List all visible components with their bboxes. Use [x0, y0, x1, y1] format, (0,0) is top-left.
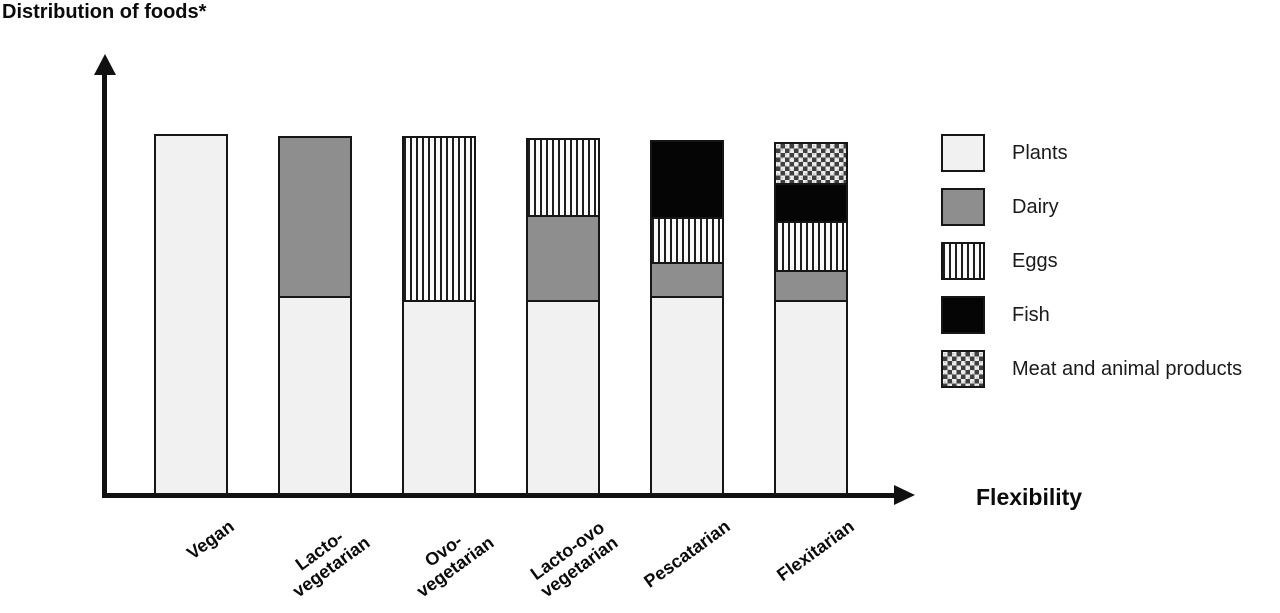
y-axis-arrowhead-icon [93, 54, 116, 75]
x-axis-title: Flexibility [976, 484, 1083, 510]
x-tick-label-text: Ovo- vegetarian [412, 530, 498, 602]
x-tick-label-text: Lacto- vegetarian [288, 526, 374, 602]
legend-label-plants: Plants [1012, 141, 1068, 164]
x-axis-arrowhead-icon [894, 485, 915, 505]
bar-lacto-ovo-vegetarian [526, 138, 600, 495]
segment-eggs [774, 221, 848, 272]
legend-label-fish: Fish [1012, 303, 1050, 326]
segment-dairy [278, 136, 352, 298]
legend-item-eggs: Eggs [941, 242, 1242, 280]
x-tick-vegan: Vegan [16, 516, 238, 613]
bar-vegan [154, 134, 228, 495]
bar-pescatarian [650, 140, 724, 495]
x-axis-line [102, 493, 898, 498]
segment-meat-and-animal-products [774, 142, 848, 185]
chart-title: Distribution of foods* [2, 1, 207, 23]
bar-flexitarian [774, 142, 848, 495]
segment-fish [774, 183, 848, 223]
legend-swatch-dairy [941, 188, 985, 226]
legend-item-dairy: Dairy [941, 188, 1242, 226]
legend-swatch-meat-and-animal-products [941, 350, 985, 388]
segment-plants [278, 296, 352, 495]
segment-eggs [402, 136, 476, 302]
bars-area [154, 134, 848, 495]
legend-item-meat-and-animal-products: Meat and animal products [941, 350, 1242, 388]
legend-label-dairy: Dairy [1012, 195, 1059, 218]
legend-item-fish: Fish [941, 296, 1242, 334]
legend: Plants Dairy Eggs Fish Meat and animal produ… [941, 134, 1242, 404]
segment-eggs [650, 217, 724, 264]
legend-label-meat-and-animal-products: Meat and animal products [1012, 357, 1243, 380]
legend-swatch-fish [941, 296, 985, 334]
segment-dairy [774, 270, 848, 302]
x-tick-label-text: Vegan [183, 516, 238, 564]
x-tick-label-text: Flexitarian [773, 516, 858, 586]
segment-plants [526, 300, 600, 495]
segment-plants [650, 296, 724, 495]
x-tick-label-text: Lacto-ovo vegetarian [526, 517, 622, 602]
legend-swatch-eggs [941, 242, 985, 280]
segment-fish [650, 140, 724, 219]
segment-plants [402, 300, 476, 495]
legend-item-plants: Plants [941, 134, 1242, 172]
segment-dairy [650, 262, 724, 298]
segment-eggs [526, 138, 600, 217]
segment-plants [154, 134, 228, 495]
segment-dairy [526, 215, 600, 302]
legend-label-eggs: Eggs [1012, 249, 1058, 272]
bar-lacto-vegetarian [278, 136, 352, 495]
bar-ovo-vegetarian [402, 136, 476, 495]
x-tick-label-text: Pescatarian [640, 516, 734, 592]
legend-swatch-plants [941, 134, 985, 172]
segment-plants [774, 300, 848, 495]
y-axis-line [102, 64, 107, 497]
